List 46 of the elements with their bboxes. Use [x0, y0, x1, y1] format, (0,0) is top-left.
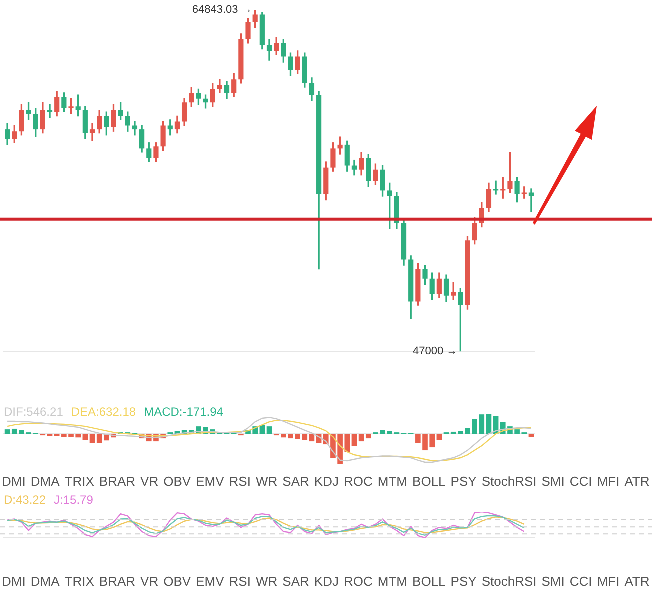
- text: BOLL: [412, 574, 446, 588]
- text: TRIX: [64, 474, 94, 488]
- text: EMV: [196, 574, 224, 588]
- text: MTM: [378, 574, 408, 588]
- series-label: J:15.79: [54, 493, 94, 507]
- text: SMI: [542, 574, 565, 588]
- text: VR: [140, 574, 159, 588]
- text: ATR: [624, 574, 650, 588]
- text: BOLL: [412, 474, 446, 488]
- text: ROC: [344, 574, 373, 588]
- annotation: 64843.03 →: [192, 4, 252, 16]
- text: RSI: [229, 574, 251, 588]
- text: TRIX: [64, 574, 94, 588]
- text: DMI: [2, 474, 26, 488]
- text: PSY: [450, 474, 477, 488]
- text: MFI: [597, 474, 620, 488]
- series-label: MACD:-171.94: [144, 405, 224, 419]
- series-label: D:43.22: [4, 493, 46, 507]
- text: WR: [256, 574, 278, 588]
- text: CCI: [570, 474, 592, 488]
- text: BRAR: [99, 474, 136, 488]
- text: StochRSI: [482, 474, 537, 488]
- series-label: DEA:632.18: [71, 405, 136, 419]
- text: BRAR: [99, 574, 136, 588]
- text: ROC: [344, 474, 373, 488]
- text: RSI: [229, 474, 251, 488]
- text: WR: [256, 474, 278, 488]
- text: ATR: [624, 474, 650, 488]
- text: EMV: [196, 474, 224, 488]
- text: SAR: [282, 474, 310, 488]
- text: MTM: [378, 474, 408, 488]
- text: DMA: [30, 474, 60, 488]
- text: KDJ: [314, 574, 339, 588]
- annotation: 47000 →: [413, 346, 458, 358]
- text: CCI: [570, 574, 592, 588]
- text: DMA: [30, 574, 60, 588]
- text: KDJ: [314, 474, 339, 488]
- text: OBV: [164, 474, 192, 488]
- text: SMI: [542, 474, 565, 488]
- text: PSY: [450, 574, 477, 588]
- text: VR: [140, 474, 159, 488]
- text: SAR: [282, 574, 310, 588]
- text: OBV: [164, 574, 192, 588]
- text: DMI: [2, 574, 26, 588]
- text: MFI: [597, 574, 620, 588]
- text: StochRSI: [482, 574, 537, 588]
